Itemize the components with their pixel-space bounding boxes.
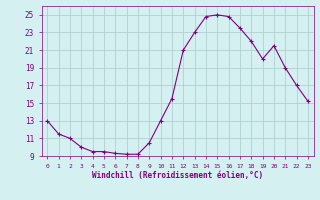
X-axis label: Windchill (Refroidissement éolien,°C): Windchill (Refroidissement éolien,°C)	[92, 171, 263, 180]
